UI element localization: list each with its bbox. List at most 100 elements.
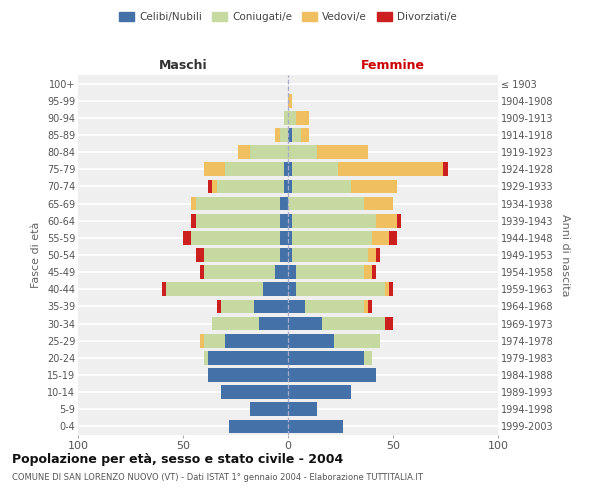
Bar <box>263 282 288 296</box>
Bar <box>322 316 385 330</box>
Bar <box>288 248 292 262</box>
Bar <box>292 128 301 142</box>
Bar <box>288 214 292 228</box>
Bar <box>368 300 372 314</box>
Legend: Celibi/Nubili, Coniugati/e, Vedovi/e, Divorziati/e: Celibi/Nubili, Coniugati/e, Vedovi/e, Di… <box>115 8 461 26</box>
Bar <box>221 386 288 399</box>
Bar <box>212 316 259 330</box>
Bar <box>288 334 334 347</box>
Bar <box>196 214 280 228</box>
Bar <box>296 266 364 279</box>
Bar <box>204 334 225 347</box>
Bar <box>317 146 368 159</box>
Bar <box>225 162 284 176</box>
Text: Femmine: Femmine <box>361 58 425 71</box>
Bar <box>204 162 225 176</box>
Bar <box>204 351 208 364</box>
Bar <box>288 266 296 279</box>
Bar <box>296 282 385 296</box>
Bar <box>250 402 288 416</box>
Bar <box>212 180 217 194</box>
Bar <box>288 420 343 434</box>
Bar <box>338 162 443 176</box>
Bar <box>364 196 393 210</box>
Bar <box>275 128 280 142</box>
Bar <box>292 248 368 262</box>
Bar <box>288 180 292 194</box>
Bar <box>191 196 196 210</box>
Bar <box>196 196 280 210</box>
Bar <box>288 111 296 124</box>
Bar <box>221 300 254 314</box>
Bar <box>443 162 448 176</box>
Bar <box>364 351 372 364</box>
Text: Maschi: Maschi <box>158 58 208 71</box>
Y-axis label: Fasce di età: Fasce di età <box>31 222 41 288</box>
Text: Popolazione per età, sesso e stato civile - 2004: Popolazione per età, sesso e stato civil… <box>12 452 343 466</box>
Bar <box>196 248 204 262</box>
Bar <box>288 128 292 142</box>
Bar <box>292 180 351 194</box>
Bar <box>288 368 376 382</box>
Bar <box>238 146 250 159</box>
Bar <box>280 248 288 262</box>
Bar <box>200 266 204 279</box>
Bar <box>364 300 368 314</box>
Bar <box>275 266 288 279</box>
Bar <box>288 282 296 296</box>
Bar <box>259 316 288 330</box>
Bar <box>288 316 322 330</box>
Bar <box>208 351 288 364</box>
Bar <box>288 196 364 210</box>
Bar <box>372 266 376 279</box>
Bar <box>191 214 196 228</box>
Bar <box>372 231 389 244</box>
Bar <box>200 334 204 347</box>
Bar <box>376 214 397 228</box>
Bar <box>280 214 288 228</box>
Bar <box>166 282 263 296</box>
Bar <box>292 214 376 228</box>
Bar <box>288 231 292 244</box>
Bar <box>292 231 372 244</box>
Bar <box>288 162 292 176</box>
Bar <box>288 94 292 108</box>
Bar <box>204 266 275 279</box>
Bar <box>292 162 338 176</box>
Bar <box>296 111 309 124</box>
Bar <box>385 282 389 296</box>
Bar <box>284 162 288 176</box>
Bar <box>250 146 288 159</box>
Text: COMUNE DI SAN LORENZO NUOVO (VT) - Dati ISTAT 1° gennaio 2004 - Elaborazione TUT: COMUNE DI SAN LORENZO NUOVO (VT) - Dati … <box>12 472 423 482</box>
Bar <box>397 214 401 228</box>
Bar <box>217 180 284 194</box>
Bar <box>204 248 280 262</box>
Bar <box>208 180 212 194</box>
Bar <box>389 282 393 296</box>
Bar <box>254 300 288 314</box>
Bar <box>288 351 364 364</box>
Bar <box>389 231 397 244</box>
Bar <box>376 248 380 262</box>
Bar <box>368 248 376 262</box>
Bar <box>288 386 351 399</box>
Bar <box>288 146 317 159</box>
Bar <box>385 316 393 330</box>
Bar <box>364 266 372 279</box>
Bar <box>280 196 288 210</box>
Bar <box>284 111 288 124</box>
Bar <box>280 231 288 244</box>
Bar <box>334 334 380 347</box>
Bar <box>280 128 288 142</box>
Bar <box>288 402 317 416</box>
Bar <box>305 300 364 314</box>
Bar <box>183 231 191 244</box>
Bar <box>162 282 166 296</box>
Bar <box>217 300 221 314</box>
Bar <box>229 420 288 434</box>
Bar <box>208 368 288 382</box>
Bar <box>301 128 309 142</box>
Bar <box>191 231 280 244</box>
Y-axis label: Anni di nascita: Anni di nascita <box>560 214 570 296</box>
Bar <box>225 334 288 347</box>
